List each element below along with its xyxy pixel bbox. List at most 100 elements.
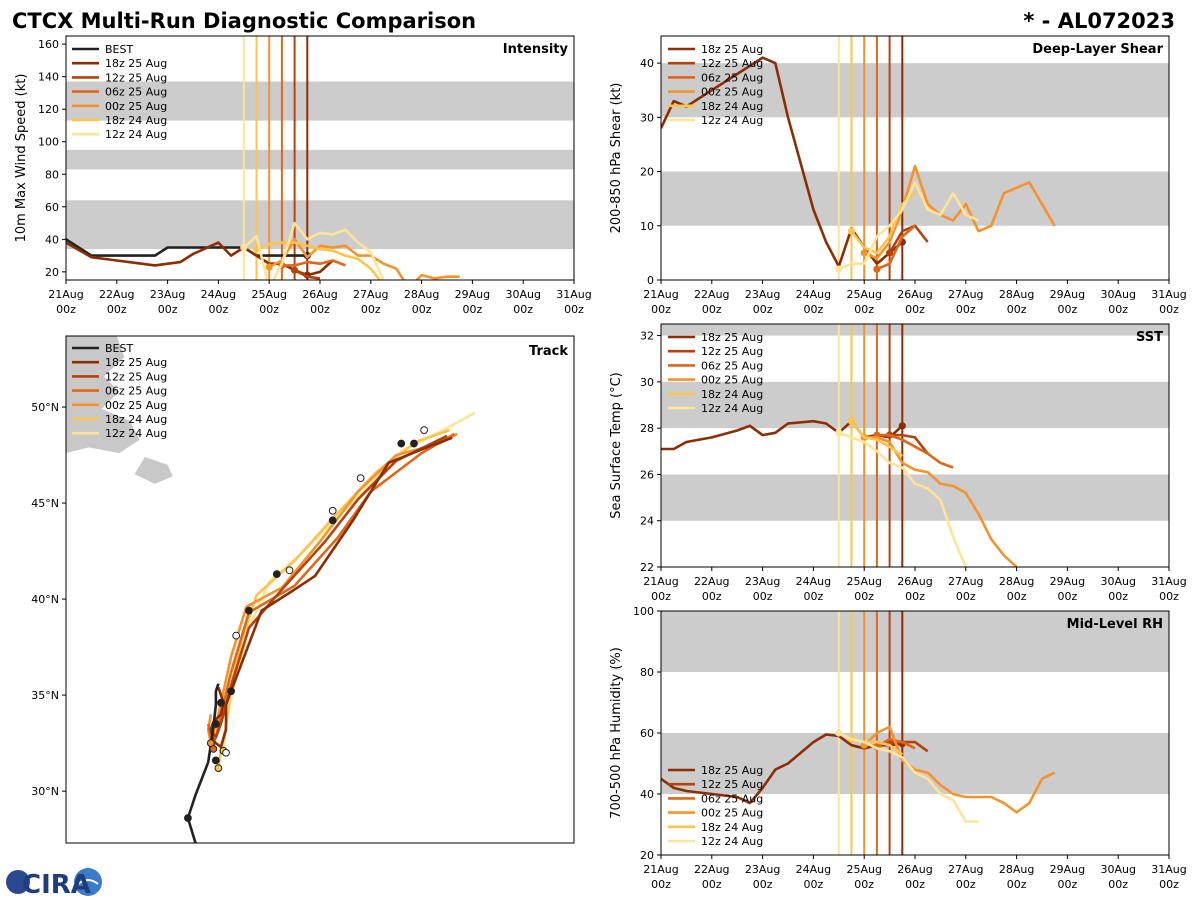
shear-analysis-point bbox=[860, 249, 868, 257]
intensity-legend-label: 18z 25 Aug bbox=[105, 57, 167, 70]
sst-ytick-label: 22 bbox=[640, 561, 654, 574]
intensity-ytick-label: 80 bbox=[45, 168, 59, 181]
rh-legend-label: 12z 25 Aug bbox=[701, 778, 763, 791]
intensity-title: Intensity bbox=[503, 42, 569, 57]
sst-xtick-label: 24Aug bbox=[796, 575, 831, 588]
sst-xtick-sublabel: 00z bbox=[651, 590, 671, 603]
shear-xtick-label: 29Aug bbox=[1050, 288, 1085, 301]
sst-xtick-sublabel: 00z bbox=[1007, 590, 1027, 603]
cira-logo: CIRA bbox=[6, 868, 102, 900]
newfoundland-landmass bbox=[66, 336, 140, 454]
sst-xtick-label: 26Aug bbox=[897, 575, 932, 588]
shear-xtick-label: 31Aug bbox=[1151, 288, 1186, 301]
intensity-xtick-label: 28Aug bbox=[404, 288, 439, 301]
rh-xtick-sublabel: 00z bbox=[1058, 878, 1078, 891]
rh-xtick-sublabel: 00z bbox=[702, 878, 722, 891]
intensity-xtick-label: 29Aug bbox=[455, 288, 490, 301]
track-position-point bbox=[214, 764, 223, 773]
intensity-xtick-sublabel: 00z bbox=[158, 303, 178, 316]
shear-xtick-label: 24Aug bbox=[796, 288, 831, 301]
sst-analysis-point bbox=[835, 429, 843, 437]
shear-xtick-sublabel: 00z bbox=[854, 303, 874, 316]
shear-analysis-point bbox=[847, 227, 856, 235]
track-legend-label: 12z 25 Aug bbox=[105, 370, 167, 383]
sst-ytick-label: 32 bbox=[640, 330, 654, 343]
shear-xtick-sublabel: 00z bbox=[1007, 303, 1027, 316]
shear-xtick-sublabel: 00z bbox=[905, 303, 925, 316]
intensity-legend-label: 18z 24 Aug bbox=[105, 114, 167, 127]
track-position-point bbox=[244, 606, 253, 615]
intensity-xtick-sublabel: 00z bbox=[564, 303, 584, 316]
intensity-band bbox=[66, 81, 574, 121]
rh-series-line bbox=[863, 725, 1056, 814]
shear-analysis-point bbox=[873, 265, 881, 273]
intensity-legend-label: 06z 25 Aug bbox=[105, 86, 167, 99]
rh-ytick-label: 60 bbox=[640, 727, 654, 740]
intensity-series-line bbox=[294, 269, 321, 280]
rh-xtick-sublabel: 00z bbox=[1108, 878, 1128, 891]
rh-ytick-label: 40 bbox=[640, 788, 654, 801]
sst-xtick-label: 27Aug bbox=[948, 575, 983, 588]
track-ytick-label: 50°N bbox=[31, 401, 59, 414]
sst-ylabel: Sea Surface Temp (°C) bbox=[609, 372, 624, 519]
sst-xtick-label: 30Aug bbox=[1100, 575, 1135, 588]
sst-xtick-sublabel: 00z bbox=[702, 590, 722, 603]
intensity-xtick-label: 31Aug bbox=[556, 288, 591, 301]
shear-ytick-label: 40 bbox=[640, 57, 654, 70]
shear-xtick-label: 23Aug bbox=[745, 288, 780, 301]
intensity-series-line bbox=[256, 241, 382, 280]
intensity-legend-label: 00z 25 Aug bbox=[105, 100, 167, 113]
sst-xtick-label: 28Aug bbox=[999, 575, 1034, 588]
rh-xtick-sublabel: 00z bbox=[905, 878, 925, 891]
track-legend-label: 00z 25 Aug bbox=[105, 399, 167, 412]
sst-series-line bbox=[864, 436, 1018, 567]
rh-xtick-sublabel: 00z bbox=[956, 878, 976, 891]
track-title: Track bbox=[529, 344, 568, 359]
sst-legend-label: 12z 25 Aug bbox=[701, 345, 763, 358]
intensity-xtick-label: 25Aug bbox=[251, 288, 286, 301]
shear-panel: 0 10 20 30 40 21Aug 00z 22Aug 00z 23Aug 00z 24Aug 00… bbox=[609, 35, 1187, 316]
rh-ylabel: 700-500 hPa Humidity (%) bbox=[609, 647, 624, 819]
shear-legend-label: 12z 24 Aug bbox=[701, 114, 763, 127]
figure-title: CTCX Multi-Run Diagnostic Comparison bbox=[12, 9, 476, 33]
intensity-xtick-sublabel: 00z bbox=[361, 303, 381, 316]
rh-xtick-label: 27Aug bbox=[948, 863, 983, 876]
sst-series-line bbox=[838, 431, 967, 567]
intensity-xtick-label: 30Aug bbox=[505, 288, 540, 301]
sst-series-line bbox=[876, 433, 954, 469]
intensity-legend-label: 12z 25 Aug bbox=[105, 71, 167, 84]
intensity-ytick-label: 160 bbox=[38, 38, 59, 51]
sst-xtick-sublabel: 00z bbox=[753, 590, 773, 603]
intensity-series-line bbox=[66, 238, 308, 257]
shear-ylabel: 200-850 hPa Shear (kt) bbox=[609, 83, 624, 234]
shear-xtick-sublabel: 00z bbox=[956, 303, 976, 316]
intensity-xtick-sublabel: 00z bbox=[259, 303, 279, 316]
rh-xtick-sublabel: 00z bbox=[753, 878, 773, 891]
shear-xtick-label: 30Aug bbox=[1100, 288, 1135, 301]
track-legend-label: 18z 25 Aug bbox=[105, 356, 167, 369]
shear-xtick-label: 21Aug bbox=[643, 288, 678, 301]
storm-id: * - AL072023 bbox=[1023, 9, 1175, 33]
rh-legend-label: 00z 25 Aug bbox=[701, 807, 763, 820]
track-position-point bbox=[356, 474, 365, 483]
sst-xtick-sublabel: 00z bbox=[854, 590, 874, 603]
track-position-point bbox=[232, 631, 241, 640]
shear-legend-label: 00z 25 Aug bbox=[701, 86, 763, 99]
rh-analysis-point bbox=[835, 729, 843, 737]
shear-series-line bbox=[863, 164, 1056, 260]
logo-globe-right bbox=[74, 868, 102, 896]
sst-ytick-label: 28 bbox=[640, 422, 654, 435]
sst-xtick-sublabel: 00z bbox=[1108, 590, 1128, 603]
intensity-xtick-sublabel: 00z bbox=[209, 303, 229, 316]
track-legend-label: 12z 24 Aug bbox=[105, 427, 167, 440]
sst-title: SST bbox=[1136, 330, 1163, 345]
track-position-point bbox=[217, 698, 225, 707]
shear-xtick-sublabel: 00z bbox=[804, 303, 824, 316]
sst-analysis-point bbox=[847, 417, 856, 425]
shear-xtick-label: 25Aug bbox=[846, 288, 881, 301]
shear-legend-label: 06z 25 Aug bbox=[701, 71, 763, 84]
track-position-point bbox=[285, 566, 294, 575]
sst-band bbox=[661, 324, 1169, 336]
shear-xtick-sublabel: 00z bbox=[1159, 303, 1179, 316]
track-series-line bbox=[209, 436, 453, 749]
